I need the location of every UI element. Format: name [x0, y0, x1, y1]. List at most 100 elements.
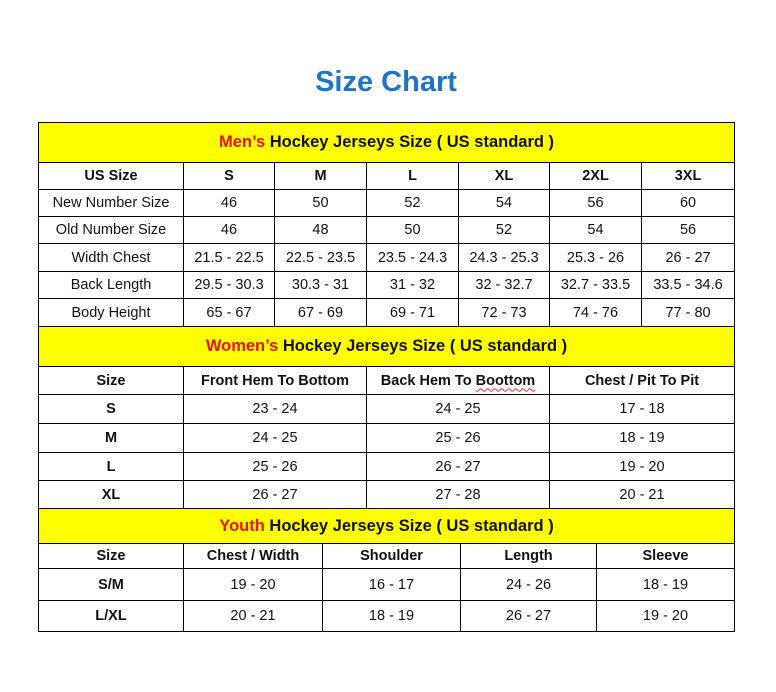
table-cell: 18 - 19	[322, 600, 461, 632]
row-label: XL	[38, 480, 184, 509]
table-cell: 69 - 71	[366, 298, 459, 327]
table-cell: 29.5 - 30.3	[183, 271, 275, 299]
column-header: Chest / Pit To Pit	[548, 366, 736, 395]
table-cell: 20 - 21	[183, 600, 323, 632]
heading-accent: Men’s	[219, 133, 266, 151]
column-header-row: Size Chest / Width Shoulder Length Sleeve	[38, 543, 736, 569]
row-label: S	[38, 394, 184, 424]
table-cell: 52	[458, 216, 550, 244]
table-row: Width Chest 21.5 - 22.5 22.5 - 23.5 23.5 - …	[38, 243, 736, 272]
heading-accent: Youth	[219, 516, 265, 535]
table-cell: 50	[274, 189, 367, 217]
men-size-section: Men’s Hockey Jerseys Size ( US standard …	[37, 122, 736, 327]
row-label: S/M	[38, 568, 184, 601]
table-cell: 17 - 18	[548, 394, 736, 424]
table-cell: 32 - 32.7	[458, 271, 550, 299]
column-header: US Size	[38, 162, 184, 190]
table-row: XL 26 - 27 27 - 28 20 - 21	[38, 480, 736, 509]
table-cell: 19 - 20	[183, 568, 323, 601]
table-cell: 65 - 67	[183, 298, 275, 327]
table-cell: 27 - 28	[366, 480, 550, 509]
column-header: Length	[460, 543, 597, 569]
column-header: 2XL	[549, 162, 642, 190]
column-header: 3XL	[640, 162, 736, 190]
table-row: Body Height 65 - 67 67 - 69 69 - 71 72 - 73 7…	[38, 298, 736, 327]
row-label: New Number Size	[38, 189, 184, 217]
table-cell: 30.3 - 31	[274, 271, 367, 299]
column-header: Back Hem To Boottom	[366, 366, 550, 395]
table-cell: 26 - 27	[366, 452, 550, 481]
table-cell: 18 - 19	[548, 423, 736, 453]
row-label: M	[38, 423, 184, 453]
table-cell: 48	[274, 216, 367, 244]
table-cell: 21.5 - 22.5	[183, 243, 275, 272]
table-cell: 25.3 - 26	[549, 243, 642, 272]
column-header: S	[183, 162, 275, 190]
men-section-heading: Men’s Hockey Jerseys Size ( US standard …	[37, 122, 736, 163]
heading-text: Hockey Jerseys Size ( US standard )	[265, 133, 555, 151]
table-cell: 26 - 27	[460, 600, 597, 632]
row-label: Width Chest	[38, 243, 184, 272]
table-cell: 18 - 19	[595, 568, 736, 601]
table-cell: 25 - 26	[183, 452, 367, 481]
table-cell: 33.5 - 34.6	[640, 271, 736, 299]
table-cell: 67 - 69	[274, 298, 367, 327]
column-header: Front Hem To Bottom	[183, 366, 367, 395]
table-cell: 74 - 76	[549, 298, 642, 327]
table-cell: 56	[640, 216, 736, 244]
heading-text: Hockey Jerseys Size ( US standard )	[278, 337, 568, 355]
column-header: Shoulder	[322, 543, 461, 569]
row-label: Body Height	[38, 298, 184, 327]
table-cell: 16 - 17	[322, 568, 461, 601]
table-cell: 20 - 21	[548, 480, 736, 509]
table-row: Old Number Size 46 48 50 52 54 56	[38, 216, 736, 244]
column-header: M	[274, 162, 367, 190]
men-size-table: Men’s Hockey Jerseys Size ( US standard …	[37, 122, 736, 327]
column-header: Sleeve	[595, 543, 736, 569]
row-label: L/XL	[38, 600, 184, 632]
table-row: S/M 19 - 20 16 - 17 24 - 26 18 - 19	[38, 568, 736, 601]
table-row: L/XL 20 - 21 18 - 19 26 - 27 19 - 20	[38, 600, 736, 632]
table-cell: 25 - 26	[366, 423, 550, 453]
table-cell: 22.5 - 23.5	[274, 243, 367, 272]
heading-accent: Women’s	[205, 337, 279, 355]
youth-size-table: Youth Hockey Jerseys Size ( US standard …	[37, 508, 736, 632]
women-size-section: Women’s Hockey Jerseys Size ( US standar…	[37, 326, 736, 509]
table-cell: 50	[366, 216, 459, 244]
table-cell: 24.3 - 25.3	[458, 243, 550, 272]
table-cell: 72 - 73	[458, 298, 550, 327]
youth-section-heading: Youth Hockey Jerseys Size ( US standard …	[37, 508, 736, 544]
table-cell: 52	[366, 189, 459, 217]
column-header: Size	[38, 543, 184, 569]
table-cell: 60	[640, 189, 736, 217]
page-title: Size Chart	[315, 66, 457, 98]
table-cell: 23.5 - 24.3	[366, 243, 459, 272]
women-size-table: Women’s Hockey Jerseys Size ( US standar…	[37, 326, 736, 509]
table-cell: 46	[183, 216, 275, 244]
misspelled-word: Boottom	[475, 372, 536, 389]
column-header: Size	[38, 366, 184, 395]
heading-text: Hockey Jerseys Size ( US standard )	[264, 516, 554, 535]
table-row: L 25 - 26 26 - 27 19 - 20	[38, 452, 736, 481]
table-cell: 77 - 80	[640, 298, 736, 327]
table-row: New Number Size 46 50 52 54 56 60	[38, 189, 736, 217]
column-header-row: US Size S M L XL 2XL 3XL	[38, 162, 736, 190]
table-cell: 23 - 24	[183, 394, 367, 424]
table-cell: 24 - 25	[183, 423, 367, 453]
column-header: Chest / Width	[183, 543, 323, 569]
table-cell: 24 - 26	[460, 568, 597, 601]
table-cell: 54	[458, 189, 550, 217]
column-header-row: Size Front Hem To Bottom Back Hem To Boott…	[38, 366, 736, 395]
women-section-heading: Women’s Hockey Jerseys Size ( US standar…	[37, 326, 736, 367]
table-row: M 24 - 25 25 - 26 18 - 19	[38, 423, 736, 453]
youth-size-section: Youth Hockey Jerseys Size ( US standard …	[37, 508, 736, 632]
table-cell: 56	[549, 189, 642, 217]
table-cell: 26 - 27	[183, 480, 367, 509]
table-cell: 32.7 - 33.5	[549, 271, 642, 299]
column-header: XL	[458, 162, 550, 190]
row-label: L	[38, 452, 184, 481]
table-row: S 23 - 24 24 - 25 17 - 18	[38, 394, 736, 424]
row-label: Old Number Size	[38, 216, 184, 244]
table-cell: 26 - 27	[640, 243, 736, 272]
table-cell: 46	[183, 189, 275, 217]
